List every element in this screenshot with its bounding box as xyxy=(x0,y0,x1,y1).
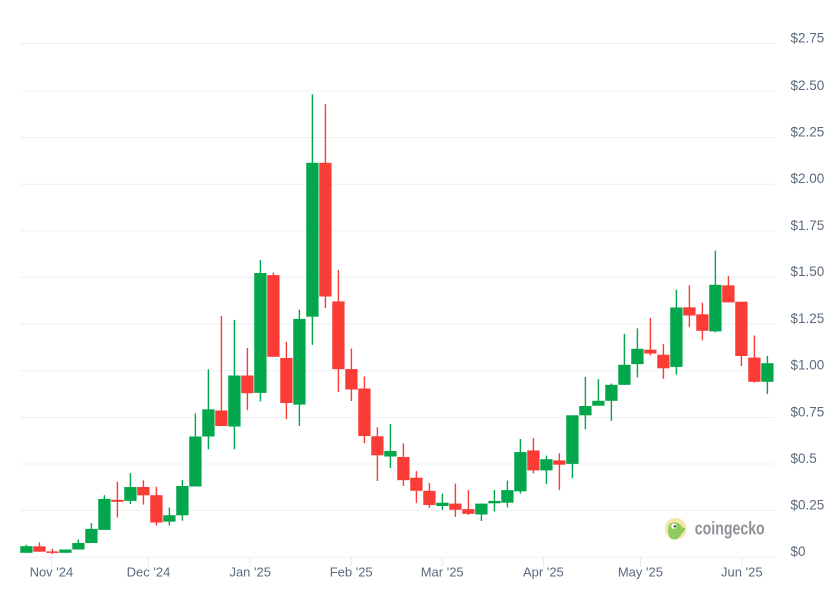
svg-text:$2.00: $2.00 xyxy=(791,171,825,186)
svg-text:$2.25: $2.25 xyxy=(791,125,825,140)
svg-text:$2.50: $2.50 xyxy=(791,78,825,93)
svg-text:$0.75: $0.75 xyxy=(791,404,825,419)
svg-text:$0.5: $0.5 xyxy=(791,451,817,466)
svg-text:Jan '25: Jan '25 xyxy=(229,565,271,580)
svg-text:$1.75: $1.75 xyxy=(791,218,825,233)
svg-text:$1.00: $1.00 xyxy=(791,358,825,373)
svg-text:$0: $0 xyxy=(791,544,806,559)
svg-text:Dec '24: Dec '24 xyxy=(127,565,171,580)
svg-text:$2.75: $2.75 xyxy=(791,30,825,45)
svg-text:coingecko: coingecko xyxy=(695,518,765,538)
svg-text:Mar '25: Mar '25 xyxy=(421,565,464,580)
svg-text:May '25: May '25 xyxy=(618,565,663,580)
svg-text:$1.50: $1.50 xyxy=(791,264,825,279)
svg-text:Apr '25: Apr '25 xyxy=(523,565,564,580)
svg-text:Feb '25: Feb '25 xyxy=(330,565,373,580)
svg-text:$1.25: $1.25 xyxy=(791,311,825,326)
svg-text:Jun '25: Jun '25 xyxy=(721,565,763,580)
svg-text:Nov '24: Nov '24 xyxy=(30,565,74,580)
svg-text:$0.25: $0.25 xyxy=(791,497,825,512)
